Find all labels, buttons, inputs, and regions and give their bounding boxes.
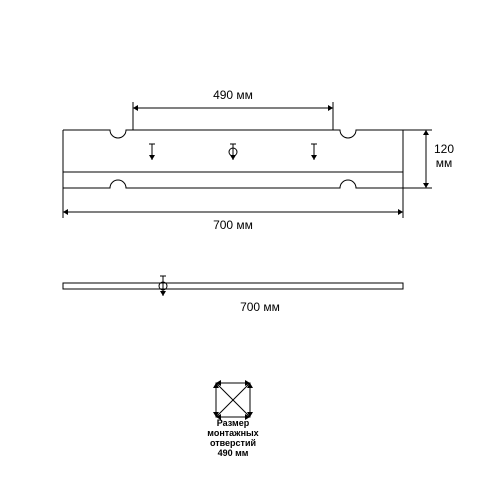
drawing-stage: 490 мм 120мм 700 мм 700 мм Размермонтажныхот… [0,0,500,500]
dim-label: 490 мм [213,88,253,102]
cutout-caption: отверстий [210,438,256,448]
cutout-caption: 490 мм [218,448,249,458]
cutout-caption: Размер [217,418,250,428]
cutout-caption: монтажных [207,428,258,438]
dim-label: 700 мм [213,218,253,232]
dim-label: 700 мм [240,300,280,314]
dim-label: мм [436,156,453,170]
front-bottom-edge [63,180,403,188]
side-view [63,283,403,289]
front-top-edge [63,130,403,138]
dim-label: 120 [434,142,454,156]
